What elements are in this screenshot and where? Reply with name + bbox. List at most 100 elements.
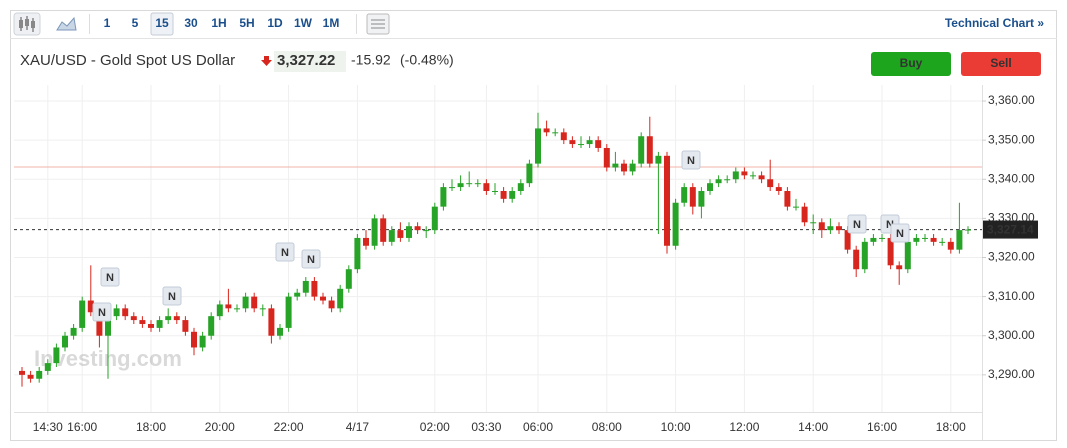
news-marker-label[interactable]: N <box>106 272 114 284</box>
x-tick-label: 4/17 <box>346 420 370 434</box>
candle-icon[interactable] <box>13 12 41 36</box>
candle-body <box>767 179 774 188</box>
news-marker[interactable] <box>847 214 867 234</box>
candle-body <box>148 323 154 328</box>
candle-body <box>70 327 77 336</box>
candle-body <box>251 296 258 309</box>
candle-body <box>423 230 430 232</box>
news-marker-label[interactable]: N <box>896 228 904 240</box>
interval-button[interactable]: 5 <box>132 16 139 30</box>
x-tick-label: 08:00 <box>592 420 622 434</box>
interval-group: 1 5 15 30 1H 5H 1D 1W 1M <box>104 12 340 36</box>
candle-body <box>646 136 653 164</box>
candle-body <box>483 183 490 192</box>
candle-body <box>509 191 516 199</box>
sell-button[interactable] <box>961 52 1041 76</box>
interval-button[interactable]: 15 <box>155 16 169 30</box>
candle-body <box>543 128 550 133</box>
interval-button[interactable]: 1M <box>323 16 340 30</box>
candle-body <box>259 308 266 310</box>
candle-body <box>578 144 584 146</box>
candle-body <box>19 370 25 375</box>
x-tick-label: 02:00 <box>420 420 450 434</box>
candle-body <box>139 320 146 324</box>
interval-button[interactable]: 5H <box>239 16 254 30</box>
plot: 3,290.003,300.003,310.003,320.003,330.00… <box>14 85 1038 434</box>
candle-body <box>793 206 799 208</box>
x-tick-label: 14:00 <box>798 420 828 434</box>
candle-body <box>96 312 103 336</box>
candle-body <box>363 237 369 246</box>
price-bg <box>274 51 346 72</box>
candle-body <box>466 183 473 185</box>
news-marker[interactable] <box>100 267 120 287</box>
last-price-box <box>983 220 1038 239</box>
candle-body <box>449 187 455 189</box>
news-marker-label[interactable]: N <box>168 291 176 303</box>
interval-button[interactable]: 1H <box>211 16 226 30</box>
candle-body <box>621 163 627 172</box>
y-tick-label: 3,320.00 <box>988 250 1035 264</box>
candle-body <box>526 163 533 184</box>
candle-body <box>535 128 541 164</box>
area-icon[interactable] <box>56 16 77 31</box>
news-marker-label[interactable]: N <box>98 307 106 319</box>
technical-chart-link[interactable]: Technical Chart » <box>945 16 1044 30</box>
candle-body <box>698 191 705 207</box>
news-marker-label[interactable]: N <box>307 254 315 266</box>
candle-body <box>664 155 670 246</box>
news-marker[interactable] <box>162 286 182 306</box>
interval-button[interactable]: 1D <box>267 16 283 30</box>
candle-body <box>681 187 688 203</box>
interval-button[interactable]: 1W <box>294 16 313 30</box>
news-marker-label[interactable]: N <box>886 219 894 231</box>
candle-body <box>500 191 507 199</box>
candle-body <box>328 300 335 309</box>
news-marker[interactable] <box>681 150 701 170</box>
news-marker[interactable] <box>275 242 295 262</box>
news-marker-label[interactable]: N <box>853 219 861 231</box>
x-tick-label: 12:00 <box>729 420 759 434</box>
candle-body <box>113 308 120 317</box>
news-marker[interactable] <box>301 249 321 269</box>
x-tick-label: 18:00 <box>136 420 166 434</box>
settings-icon[interactable] <box>366 13 390 35</box>
y-tick-label: 3,350.00 <box>988 132 1035 146</box>
buy-button[interactable] <box>871 52 951 76</box>
candle-body <box>870 237 877 242</box>
icon-body <box>31 21 35 28</box>
candle-body <box>896 265 903 270</box>
news-marker-label[interactable]: N <box>687 155 695 167</box>
candle-body <box>827 226 834 231</box>
x-tick-label: 06:00 <box>523 420 553 434</box>
candle-body <box>887 237 894 266</box>
x-tick-label: 16:00 <box>67 420 97 434</box>
candle-body <box>904 241 911 270</box>
candle-body <box>371 218 378 246</box>
candle-body <box>724 179 731 181</box>
candle-body <box>268 308 275 336</box>
candle-body <box>294 292 301 297</box>
candle-body <box>345 269 352 289</box>
news-marker[interactable] <box>92 302 112 322</box>
candle-body <box>603 147 610 168</box>
y-tick-label: 3,290.00 <box>988 367 1035 381</box>
candle-body <box>457 183 464 188</box>
candle-body <box>784 191 791 207</box>
sell-label[interactable]: Sell <box>990 56 1011 70</box>
interval-button[interactable]: 30 <box>184 16 198 30</box>
buy-label[interactable]: Buy <box>900 56 923 70</box>
candle-body <box>947 241 954 250</box>
candle-body <box>586 140 593 145</box>
candle-body <box>44 363 51 371</box>
candle-body <box>354 237 361 270</box>
interval-button[interactable]: 1 <box>104 16 111 30</box>
news-marker-label[interactable]: N <box>281 247 289 259</box>
news-marker[interactable] <box>890 223 910 243</box>
candle-body <box>36 370 43 379</box>
interval-selected[interactable] <box>150 12 174 36</box>
candle-body <box>930 237 937 242</box>
candle-body <box>62 335 68 348</box>
candle-body <box>560 132 567 141</box>
